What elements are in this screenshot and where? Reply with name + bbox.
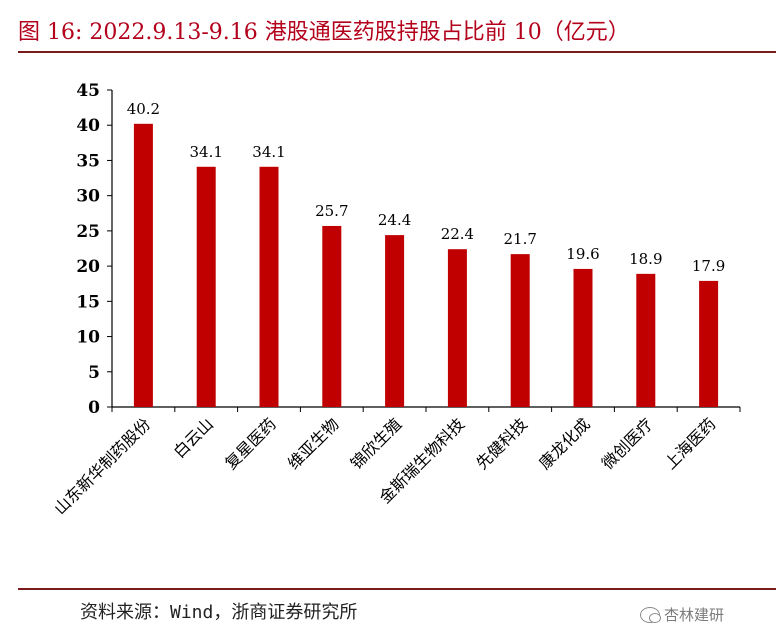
data-label: 18.9 (629, 250, 662, 268)
data-label: 40.2 (127, 100, 160, 118)
y-tick-label: 30 (76, 187, 100, 207)
y-tick-label: 20 (76, 257, 100, 277)
data-label: 34.1 (252, 143, 285, 161)
y-tick-label: 0 (88, 398, 100, 418)
category-label: 锦欣生殖 (347, 414, 406, 473)
y-tick-label: 5 (88, 363, 100, 383)
y-tick-label: 45 (76, 81, 100, 101)
watermark: 杏林建研 (640, 604, 724, 625)
category-label: 维亚生物 (284, 414, 343, 473)
data-label: 19.6 (566, 245, 599, 263)
data-label: 17.9 (692, 257, 725, 275)
watermark-text: 杏林建研 (664, 606, 725, 624)
category-label: 白云山 (170, 414, 217, 461)
bar (385, 235, 405, 407)
category-label: 康龙化成 (535, 414, 594, 473)
bar (699, 280, 719, 407)
data-label: 24.4 (378, 211, 411, 229)
bottom-rule (18, 588, 776, 590)
source-note: 资料来源：Wind，浙商证券研究所 (80, 602, 358, 623)
category-label: 先健科技 (472, 414, 531, 473)
bar (322, 225, 342, 407)
data-label: 34.1 (189, 143, 222, 161)
data-label: 22.4 (441, 225, 474, 243)
category-label: 上海医药 (661, 414, 720, 473)
category-label: 微创医疗 (598, 414, 657, 473)
top-rule (18, 51, 776, 53)
y-tick-label: 25 (76, 222, 100, 242)
bar (133, 123, 153, 408)
data-label: 25.7 (315, 202, 348, 220)
bar (447, 249, 467, 407)
bar-chart: 0 5 10 15 20 25 30 35 40 45 40.2 山东新华制药股份 34.1 白云山 34.… (50, 81, 741, 518)
y-tick-label: 15 (76, 292, 100, 312)
y-tick-label: 10 (76, 328, 100, 348)
category-label: 山东新华制药股份 (50, 414, 154, 518)
y-tick-label: 35 (76, 151, 100, 171)
bar (510, 254, 530, 407)
data-label: 21.7 (503, 230, 536, 248)
chart-title: 图 16: 2022.9.13-9.16 港股通医药股持股占比前 10（亿元） (18, 20, 630, 45)
bar (573, 268, 593, 407)
wechat-icon (640, 606, 661, 623)
bar (196, 166, 216, 407)
category-label: 复星医药 (221, 414, 280, 473)
bar (259, 166, 279, 407)
bar (636, 273, 656, 407)
y-tick-label: 40 (76, 116, 100, 136)
